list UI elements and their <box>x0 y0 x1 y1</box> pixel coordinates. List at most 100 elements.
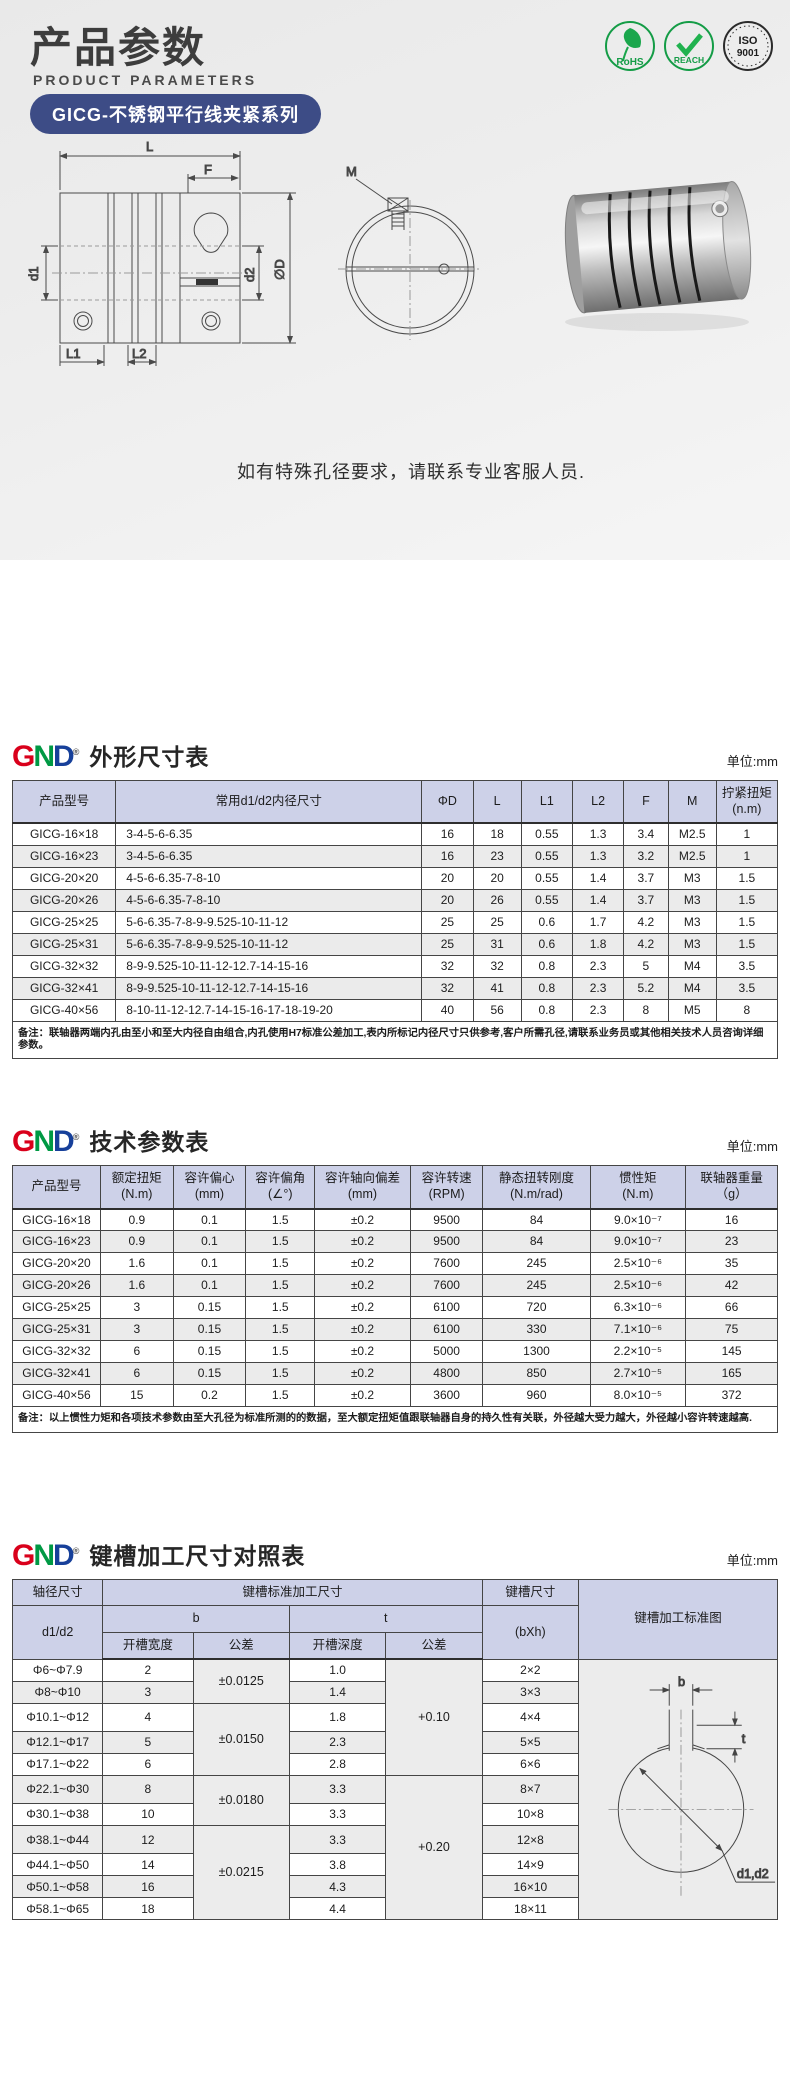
table-cell: 3×3 <box>481 1680 580 1704</box>
table-cell: 0.8 <box>520 998 573 1022</box>
table-cell: M3 <box>667 932 717 956</box>
iso9001-icon: ISO 9001 <box>722 20 774 77</box>
table-cell: M5 <box>667 998 717 1022</box>
header-cell: 额定扭矩 (N.m) <box>99 1165 174 1210</box>
dimension-section-header: GND® 外形尺寸表 单位:mm <box>12 560 778 772</box>
table-cell: 3 <box>102 1680 194 1704</box>
table-cell: GICG-25×31 <box>12 1318 101 1342</box>
table-cell: 16×10 <box>481 1875 580 1899</box>
header-cell: 轴径尺寸 <box>11 1578 104 1607</box>
table-cell: 8-9-9.525-10-11-12-12.7-14-15-16 <box>115 976 423 1000</box>
table-cell: 1.7 <box>571 910 625 934</box>
table-cell: 6100 <box>409 1318 484 1342</box>
table-cell: 5 <box>102 1731 194 1755</box>
table-row: GICG-25×25 5-6-6.35-7-8-9-9.525-10-11-12 2… <box>11 910 779 934</box>
svg-text:REACH: REACH <box>674 55 704 65</box>
dim-label-F: F <box>204 162 212 177</box>
dimension-table: 产品型号 常用d1/d2内径尺寸 ΦD L L1 L2 F M 拧紧扭矩 (n.m) GICG-1… <box>11 780 779 1060</box>
table-cell: M4 <box>667 954 717 978</box>
table-row: Φ38.1~Φ44 12 ±0.0215 3.3 12×8 <box>11 1825 778 1921</box>
table-cell: GICG-20×26 <box>12 1274 101 1298</box>
table-cell: 1.5 <box>715 888 779 912</box>
certification-badges: RoHS REACH ISO 9001 <box>604 20 774 77</box>
table-cell: 720 <box>482 1296 591 1320</box>
table-cell: M3 <box>667 910 717 934</box>
table-cell: ±0.0215 <box>192 1825 290 1921</box>
gnd-logo: GND® <box>12 1538 80 1572</box>
table-cell: Φ38.1~Φ44 <box>11 1825 104 1855</box>
dim-label-d2: d2 <box>242 268 257 282</box>
table-cell: 18×11 <box>481 1897 580 1921</box>
gnd-logo: GND® <box>12 740 80 773</box>
table-cell: 0.2 <box>172 1384 247 1408</box>
table-cell: 2.2×10⁻⁵ <box>589 1340 687 1364</box>
table-cell: 4.4 <box>288 1897 387 1921</box>
table-cell: ±0.2 <box>314 1252 411 1276</box>
table-cell: 0.55 <box>520 888 573 912</box>
table-cell: 14 <box>102 1853 194 1877</box>
table-cell: 9500 <box>409 1230 484 1254</box>
table-cell: 7600 <box>409 1274 484 1298</box>
table-cell: 245 <box>482 1252 591 1276</box>
table-cell: 3-4-5-6-6.35 <box>115 822 423 846</box>
table-cell: 1300 <box>482 1340 591 1364</box>
table-cell: 4800 <box>409 1362 484 1386</box>
table-row: GICG-25×31 3 0.15 1.5 ±0.2 6100 330 7.1×10⁻⁶ 75 <box>12 1318 778 1342</box>
header-cell: t <box>288 1605 483 1633</box>
table-cell: +0.20 <box>385 1775 483 1921</box>
table-row: Φ58.1~Φ65 18 4.4 18×11 <box>11 1897 778 1921</box>
table-cell: 6 <box>99 1362 174 1386</box>
table-cell: 42 <box>685 1274 778 1298</box>
table-cell: 1 <box>715 822 779 846</box>
header-cell: F <box>623 780 669 825</box>
header-cell: 拧紧扭矩 (n.m) <box>715 780 779 825</box>
table-row: GICG-40×56 15 0.2 1.5 ±0.2 3600 960 8.0×10⁻⁵ 372 <box>12 1384 778 1408</box>
header-cell: 联轴器重量 （g） <box>685 1165 778 1210</box>
table-cell: 20 <box>421 888 474 912</box>
keyway-diagram-cell: b t d1,d2 <box>578 1658 778 1921</box>
table-cell: 1.5 <box>715 932 779 956</box>
table-row: GICG-16×23 0.9 0.1 1.5 ±0.2 9500 84 9.0×10⁻⁷ 23 <box>12 1230 778 1254</box>
dim-label-d1: d1 <box>28 267 41 281</box>
table-cell: 0.9 <box>99 1230 174 1254</box>
table-cell: 3.8 <box>288 1853 387 1877</box>
header-cell: 键槽尺寸 <box>481 1578 580 1607</box>
table-cell: 0.8 <box>520 976 573 1000</box>
special-bore-notice: 如有特殊孔径要求，请联系专业客服人员. <box>237 462 585 482</box>
table-cell: 5.2 <box>623 976 669 1000</box>
table-cell: 1.5 <box>245 1274 316 1298</box>
table-cell: 0.15 <box>172 1318 247 1342</box>
table-cell: 1.4 <box>571 866 625 890</box>
header-cell: d1/d2 <box>11 1605 104 1660</box>
table-cell: 25 <box>472 910 522 934</box>
table-cell: 32 <box>421 954 474 978</box>
reach-icon: REACH <box>663 20 715 77</box>
table-cell: 1.4 <box>288 1680 387 1704</box>
header-row: 开槽宽度 公差 开槽深度 公差 <box>13 1631 778 1661</box>
table-cell: 4-5-6-6.35-7-8-10 <box>115 866 423 890</box>
table-cell: 8 <box>102 1775 194 1805</box>
table-cell: 1.6 <box>99 1252 174 1276</box>
dim-label-L2: L2 <box>132 346 146 361</box>
table-row: GICG-20×26 1.6 0.1 1.5 ±0.2 7600 245 2.5×10⁻⁶ 42 <box>12 1274 778 1298</box>
table-cell: 3.5 <box>715 954 779 978</box>
table-row: GICG-25×25 3 0.15 1.5 ±0.2 6100 720 6.3×10⁻⁶ 66 <box>12 1296 778 1320</box>
table-cell: 3 <box>99 1296 174 1320</box>
table-cell: GICG-25×25 <box>11 910 117 934</box>
table-cell: 330 <box>482 1318 591 1342</box>
table-cell: 1.3 <box>571 822 625 846</box>
table-cell: 5-6-6.35-7-8-9-9.525-10-11-12 <box>115 932 423 956</box>
header-row: 轴径尺寸 键槽标准加工尺寸 键槽尺寸 键槽加工标准图 <box>11 1578 778 1660</box>
header-cell: M <box>667 780 717 825</box>
header-row: 产品型号 额定扭矩 (N.m) 容许偏心 (mm) 容许偏角 (∠°) 容许轴向偏差 (… <box>12 1165 778 1210</box>
table-cell: Φ12.1~Φ17 <box>11 1731 104 1755</box>
table-row: Φ6~Φ7.9 2 ±0.0125 1.0 +0.10 2×2 b t d1,d2 <box>11 1658 778 1921</box>
table-cell: 0.9 <box>99 1208 174 1232</box>
svg-text:9001: 9001 <box>737 48 760 59</box>
table-cell: 16 <box>421 822 474 846</box>
table-row: GICG-20×20 4-5-6-6.35-7-8-10 20 20 0.55 1.4 3.… <box>11 866 779 890</box>
table-cell: 8 <box>623 998 669 1022</box>
gnd-logo: GND® <box>12 1125 80 1159</box>
table-row: Φ10.1~Φ12 4 ±0.0150 1.8 4×4 <box>11 1702 778 1777</box>
section-title-keyway: 键槽加工尺寸对照表 <box>89 1542 306 1569</box>
